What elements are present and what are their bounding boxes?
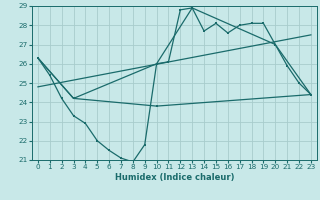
X-axis label: Humidex (Indice chaleur): Humidex (Indice chaleur)	[115, 173, 234, 182]
